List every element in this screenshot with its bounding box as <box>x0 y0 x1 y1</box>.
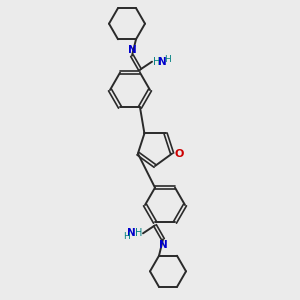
Text: O: O <box>174 148 184 159</box>
Text: N: N <box>159 240 167 250</box>
Text: H: H <box>164 55 171 64</box>
Text: N: N <box>128 45 136 55</box>
Text: H: H <box>153 57 160 67</box>
Text: H: H <box>135 228 142 238</box>
Text: H: H <box>123 232 130 241</box>
Text: N: N <box>127 228 136 238</box>
Text: N: N <box>158 57 167 67</box>
